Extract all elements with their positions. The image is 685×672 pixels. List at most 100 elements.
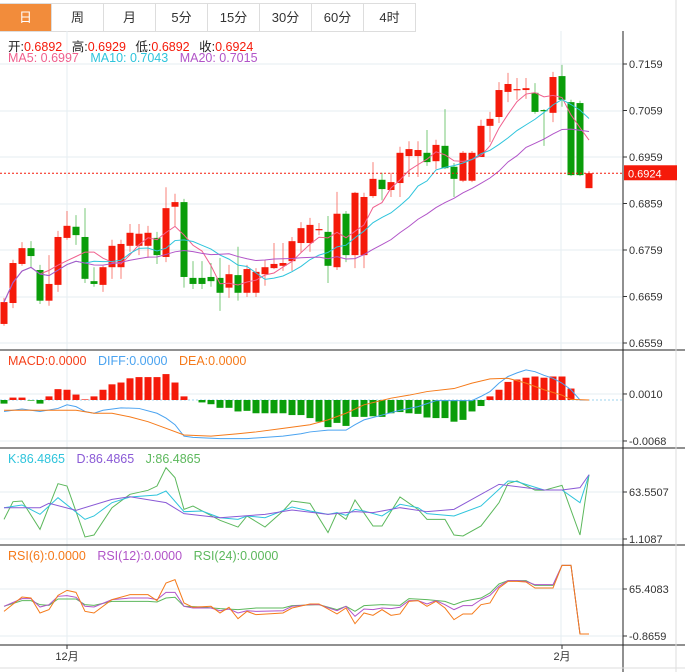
macd-bar-negative — [27, 400, 35, 401]
candle-down — [576, 103, 584, 176]
macd-bar-negative — [423, 400, 431, 418]
ma20-line — [3, 128, 590, 303]
candle-up — [297, 228, 305, 244]
candle-down — [153, 237, 161, 256]
candle-up — [144, 232, 152, 246]
price-tick-label: 0.7059 — [629, 106, 663, 118]
open-label: 开: — [8, 40, 24, 54]
tab-day[interactable]: 日 — [0, 4, 52, 31]
macd-bar-negative — [225, 400, 233, 408]
tab-4hour[interactable]: 4时 — [364, 4, 416, 31]
macd-bar-negative — [378, 400, 386, 417]
candle-up — [315, 229, 323, 231]
rsi6-value: RSI(6):0.0000 — [8, 549, 86, 563]
candle-down — [531, 92, 539, 112]
close-value: 0.6924 — [215, 40, 254, 54]
date-label: 2月 — [553, 651, 570, 663]
macd-bar-negative — [333, 400, 341, 423]
candle-up — [171, 202, 179, 207]
k-value: K:86.4865 — [8, 452, 65, 466]
macd-bar-positive — [171, 382, 179, 400]
tab-month[interactable]: 月 — [104, 4, 156, 31]
macd-bar-positive — [180, 396, 188, 400]
macd-bar-positive — [99, 389, 107, 400]
tab-30min[interactable]: 30分 — [260, 4, 312, 31]
candle-down — [216, 277, 224, 293]
macd-bar-negative — [450, 400, 458, 422]
high-value: 0.6929 — [87, 40, 126, 54]
candle-up — [495, 90, 503, 118]
macd-bar-negative — [432, 400, 440, 419]
candle-up — [585, 173, 593, 189]
candle-up — [306, 224, 314, 244]
candle-down — [81, 236, 89, 279]
kdj-tick-label: 1.1087 — [629, 534, 663, 546]
macd-bar-negative — [306, 400, 314, 419]
kdj-legend: K:86.4865 D:86.4865 J:86.4865 — [8, 452, 209, 466]
macd-bar-negative — [288, 400, 296, 416]
rsi24-value: RSI(24):0.0000 — [193, 549, 279, 563]
candle-up — [288, 241, 296, 262]
macd-bar-negative — [459, 400, 467, 420]
low-value: 0.6892 — [151, 40, 190, 54]
candle-up — [135, 233, 143, 246]
high-label: 高: — [71, 40, 88, 54]
macd-bar-negative — [360, 400, 368, 417]
low-label: 低: — [135, 40, 152, 54]
ohlc-legend: 开:0.6892 高:0.6929 低:0.6892 收:0.6924 — [8, 36, 261, 55]
candle-up — [459, 152, 467, 181]
candle-up — [117, 243, 125, 268]
price-tick-label: 0.6859 — [629, 199, 663, 211]
candle-up — [504, 83, 512, 92]
candle-up — [513, 89, 521, 91]
kdj-tick-label: 63.5507 — [629, 487, 669, 499]
macd-bar-negative — [468, 400, 476, 412]
k-line — [3, 474, 590, 520]
candle-up — [405, 149, 413, 157]
candle-up — [261, 267, 269, 275]
macd-bar-negative — [351, 400, 359, 417]
close-label: 收: — [199, 40, 216, 54]
candle-down — [207, 276, 215, 282]
ma10-value: MA10: 0.7043 — [90, 51, 169, 65]
macd-bar-negative — [441, 400, 449, 419]
price-tick-label: 0.6759 — [629, 245, 663, 257]
candle-up — [468, 152, 476, 181]
candle-up — [270, 263, 278, 269]
macd-bar-positive — [153, 377, 161, 400]
tab-5min[interactable]: 5分 — [156, 4, 208, 31]
ma-legend: MA5: 0.6997 MA10: 0.7043 MA20: 0.7015 — [8, 51, 266, 65]
period-tabs: 日 周 月 5分 15分 30分 60分 4时 — [0, 3, 416, 32]
dea-line — [4, 377, 590, 437]
rsi-tick-label: 65.4083 — [629, 584, 669, 596]
candle-down — [198, 277, 206, 284]
macd-bar-positive — [108, 384, 116, 400]
ma10-line — [3, 98, 590, 303]
rsi12-value: RSI(12):0.0000 — [97, 549, 183, 563]
ma5-value: MA5: 0.6997 — [8, 51, 79, 65]
macd-bar-negative — [270, 400, 278, 414]
current-price-tag — [624, 165, 677, 181]
macd-bar-positive — [522, 377, 530, 400]
candle-up — [333, 213, 341, 268]
tab-15min[interactable]: 15分 — [208, 4, 260, 31]
tab-60min[interactable]: 60分 — [312, 4, 364, 31]
price-tick-label: 0.6559 — [629, 338, 663, 350]
candle-up — [54, 236, 62, 285]
candle-up — [387, 182, 395, 191]
tab-week[interactable]: 周 — [52, 4, 104, 31]
macd-bar-positive — [162, 374, 170, 400]
candle-up — [360, 196, 368, 256]
macd-bar-positive — [63, 389, 71, 400]
macd-bar-negative — [216, 400, 224, 408]
macd-bar-positive — [531, 376, 539, 400]
ma5-line — [3, 92, 590, 303]
candle-up — [225, 274, 233, 288]
macd-bar-positive — [18, 397, 26, 400]
macd-value: MACD:0.0000 — [8, 354, 87, 368]
ma20-value: MA20: 0.7015 — [179, 51, 258, 65]
candle-up — [477, 125, 485, 157]
macd-bar-positive — [558, 376, 566, 400]
candle-up — [351, 192, 359, 256]
